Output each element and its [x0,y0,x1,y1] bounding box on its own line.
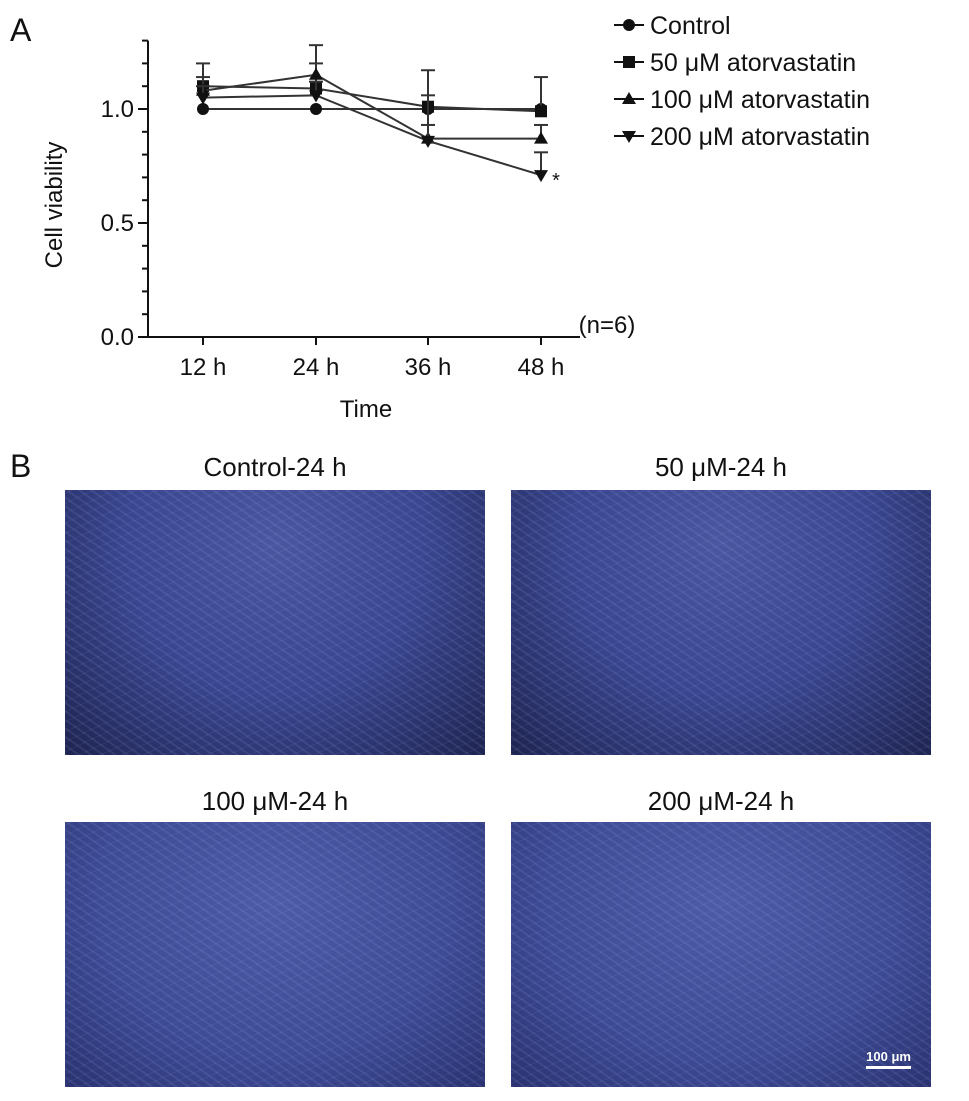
data-point [310,103,322,115]
data-point [534,170,548,183]
panel-a-label: A [10,12,32,48]
legend-label: Control [650,12,731,40]
data-point [535,105,547,118]
data-point [309,67,323,80]
n-annotation: (n=6) [579,312,636,339]
image-title-control: Control-24 h [203,452,347,482]
scale-bar-label: 100 μm [866,1049,911,1064]
y-tick-label: 0.5 [101,210,134,237]
image-title-100um: 100 μM-24 h [201,786,349,816]
data-point [421,135,435,148]
micrograph-control [65,490,485,755]
data-point [197,103,209,115]
data-point [534,131,548,144]
micrograph-100um [65,822,485,1087]
x-axis-label: Time [340,396,392,423]
series-line [202,85,542,113]
legend-label: 100 μM atorvastatin [650,86,870,114]
viability-chart: 0.0 0.5 1.0 12 h 24 h 36 h 48 h Time Cell viabil… [41,12,870,423]
legend-marker [623,19,635,31]
y-tick-label: 1.0 [101,96,134,123]
y-axis-label: Cell viability [41,142,68,269]
micrograph-200um: 100 μm [511,822,931,1087]
significance-star: * [552,170,560,192]
x-tick-label: 48 h [518,354,565,381]
image-title-200um: 200 μM-24 h [647,786,795,816]
scale-bar: 100 μm [866,1049,911,1069]
legend-marker [622,92,636,104]
image-title-50um: 50 μM-24 h [654,452,788,482]
legend-label: 50 μM atorvastatin [650,49,856,77]
x-tick-label: 36 h [405,354,452,381]
legend-marker [622,131,636,143]
x-tick-label: 24 h [293,354,340,381]
micrograph-50um [511,490,931,755]
legend-label: 200 μM atorvastatin [650,123,870,151]
legend-marker [623,56,635,68]
data-point [196,92,210,105]
series-line [202,94,542,177]
y-tick-label: 0.0 [101,324,134,351]
x-tick-label: 12 h [180,354,227,381]
series-line [202,73,541,140]
panel-b-label: B [10,448,32,484]
data-point [309,90,323,103]
